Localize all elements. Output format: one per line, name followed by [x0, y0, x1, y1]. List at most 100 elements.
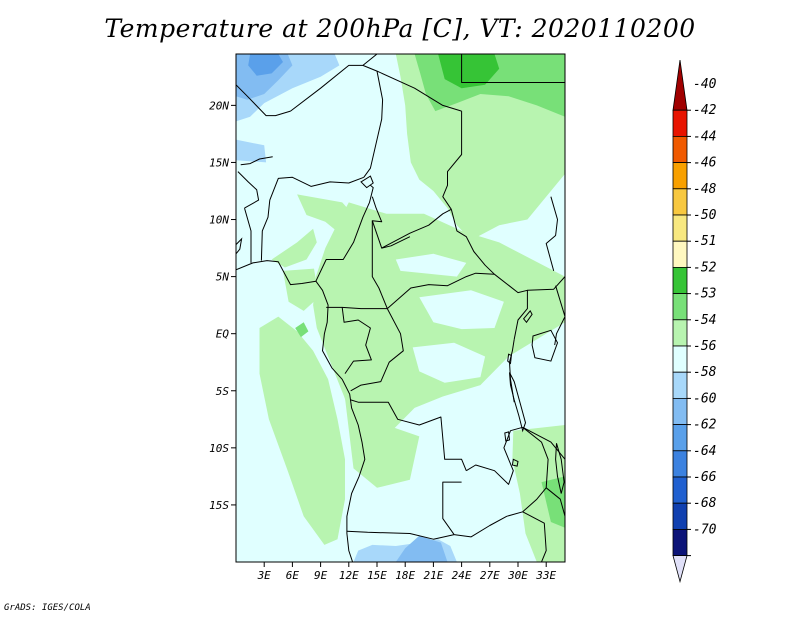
lake-chad: [360, 175, 374, 189]
colorbar-swatch: [672, 188, 688, 216]
colorbar-label: -66: [693, 470, 717, 485]
country-borders: [236, 54, 565, 562]
lat-tick-label: 15N: [209, 156, 229, 169]
lake-victoria: [531, 329, 559, 362]
border-mali-niger: [240, 156, 273, 166]
lon-tick-label: 27E: [480, 569, 500, 582]
colorbar-label: -51: [693, 234, 716, 249]
border-togo-benin: [244, 207, 252, 263]
colorbar-swatch: [672, 345, 688, 373]
warm-region-southeast: [512, 425, 565, 562]
border-egypt-sudan: [461, 54, 565, 83]
colorbar-swatch: [672, 109, 688, 137]
border-chad-car: [381, 208, 452, 249]
colorbar-swatch: [672, 240, 688, 268]
colorbar-swatch: [672, 293, 688, 321]
lat-tick-label: 5S: [216, 385, 230, 398]
lake-volta: [236, 237, 243, 255]
lon-tick-label: 12E: [339, 569, 359, 582]
colorbar-label: -64: [693, 444, 716, 459]
border-angola-namibia: [346, 530, 455, 540]
colorbar-swatch: [672, 529, 688, 557]
grads-credit: GrADS: IGES/COLA: [4, 603, 91, 613]
colorbar-label: -54: [693, 313, 716, 328]
colorbar-swatch: [672, 135, 688, 163]
temperature-shading: [236, 54, 565, 562]
map-frame: [235, 53, 566, 563]
border-niger-chad: [363, 71, 384, 178]
border-benin-nigeria: [260, 200, 271, 261]
warm-region-gulf: [283, 268, 319, 311]
lon-tick-label: 24E: [452, 569, 472, 582]
border-libya-chad: [362, 64, 462, 112]
border-cameroon-car: [371, 220, 388, 309]
border-gabon-congo: [341, 307, 372, 374]
colorbar-label: -60: [693, 391, 717, 406]
warm-region-northern-nigeria: [297, 194, 354, 234]
border-sudan-ethiopia: [545, 196, 558, 272]
colorbar-label: -62: [693, 418, 717, 433]
cool-patch-congo-a: [419, 290, 504, 330]
lake-kivu: [507, 353, 512, 365]
lake-mweru: [504, 431, 511, 442]
map-title: Temperature at 200hPa [C], VT: 202011020…: [104, 14, 696, 43]
lon-tick-label: 18E: [395, 569, 415, 582]
lat-tick-label: 15S: [209, 499, 229, 512]
cool-patch-car: [395, 253, 467, 277]
border-algeria-mali: [236, 84, 291, 117]
border-angola-zambia: [442, 481, 462, 535]
colorbar-swatch: [672, 214, 688, 242]
latitude-axis: 20N 15N 10N 5N EQ 5S 10S 15S: [209, 99, 236, 512]
border-nigeria-cameroon: [315, 184, 374, 282]
border-drc-angola: [350, 399, 467, 471]
border-malawi-mozambique: [545, 487, 565, 562]
colorbar-swatch: [672, 424, 688, 452]
cold-region-northwest-tail: [236, 139, 267, 163]
colorbar-label: -40: [693, 77, 717, 92]
border-zimbabwe-mozambique: [522, 511, 547, 562]
warm-region-northeast-dark: [438, 54, 500, 89]
cold-region-south-core: [395, 535, 448, 562]
lat-tick-label: 20N: [209, 99, 229, 112]
colorbar-swatch: [672, 162, 688, 190]
lat-tick-label: 5N: [216, 271, 230, 284]
colorbar-label: -50: [693, 208, 717, 223]
border-burkina-niger: [237, 171, 260, 209]
longitude-axis: 3E 6E 9E 12E 15E 18E 21E 24E 27E 30E 33E: [257, 562, 557, 582]
colorbar-swatch: [672, 266, 688, 294]
lake-tanganyika: [509, 372, 527, 433]
colorbar-label: -56: [693, 339, 717, 354]
border-drc-zambia: [466, 426, 523, 485]
colorbar-label: -46: [693, 156, 717, 171]
lake-bangweulu: [511, 458, 519, 467]
colorbar-label: -53: [693, 287, 716, 302]
border-chad-sudan: [442, 111, 463, 210]
colorbar-swatch: [672, 319, 688, 347]
border-drc-sudan-uganda: [494, 273, 528, 340]
warm-region-west-ocean: [259, 316, 345, 545]
border-tanzania-east: [522, 426, 565, 460]
lon-tick-label: 6E: [286, 569, 300, 582]
lake-albert: [522, 310, 533, 324]
lon-tick-label: 21E: [423, 569, 443, 582]
border-ssudan-uganda-kenya: [527, 276, 565, 291]
border-congo-drc: [350, 308, 404, 392]
colorbar-label: -48: [693, 182, 717, 197]
colorbar: -40 -42 -44 -46 -48 -50 -51 -52 -53 -54 -56 -58 -60 -…: [672, 59, 717, 584]
colorbar-label: -52: [693, 260, 717, 275]
border-algeria-niger: [290, 54, 378, 112]
lake-malawi: [555, 443, 565, 494]
colorbar-swatch: [672, 450, 688, 478]
border-zambia-zimbabwe: [454, 511, 523, 538]
lon-tick-label: 9E: [314, 569, 328, 582]
warm-region-west-ocean-north: [271, 228, 317, 268]
plot-area: [235, 53, 566, 563]
colorbar-label: -58: [693, 365, 717, 380]
border-car-sudan: [450, 209, 495, 275]
lat-tick-label: 10N: [209, 214, 229, 227]
warm-region-equatorial-patch: [295, 322, 309, 338]
border-niger-nigeria: [269, 176, 364, 201]
border-zambia-malawi: [522, 426, 549, 513]
coastline-west-africa: [236, 260, 366, 562]
